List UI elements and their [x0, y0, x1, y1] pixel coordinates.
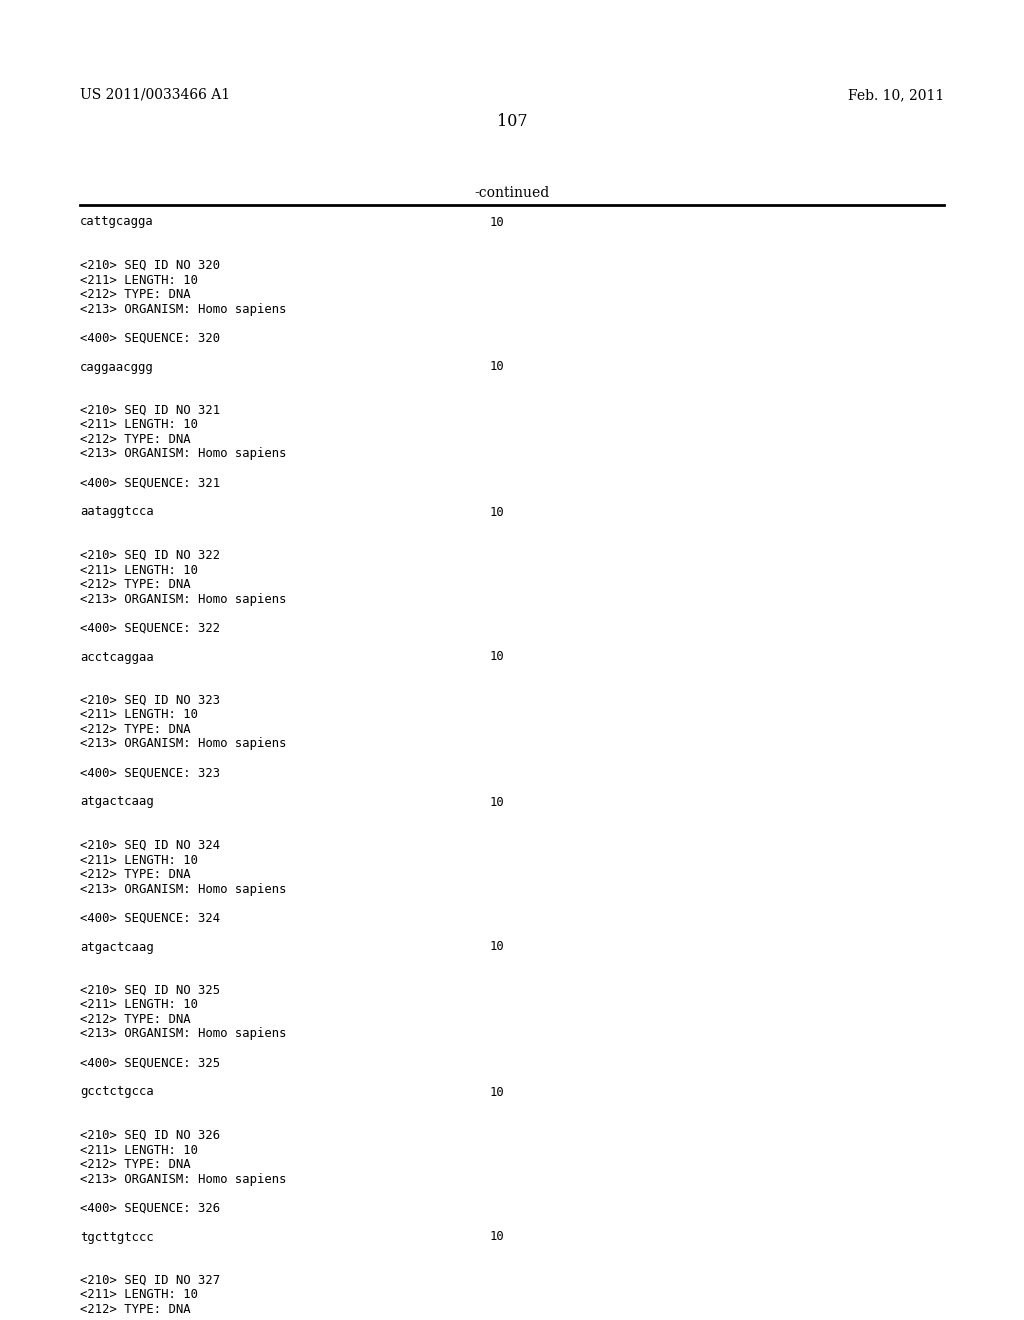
Text: <400> SEQUENCE: 321: <400> SEQUENCE: 321 [80, 477, 220, 490]
Text: caggaacggg: caggaacggg [80, 360, 154, 374]
Text: <212> TYPE: DNA: <212> TYPE: DNA [80, 433, 190, 446]
Text: <210> SEQ ID NO 323: <210> SEQ ID NO 323 [80, 694, 220, 708]
Text: 10: 10 [490, 360, 505, 374]
Text: <211> LENGTH: 10: <211> LENGTH: 10 [80, 998, 198, 1011]
Text: atgactcaag: atgactcaag [80, 796, 154, 808]
Text: <400> SEQUENCE: 326: <400> SEQUENCE: 326 [80, 1201, 220, 1214]
Text: <211> LENGTH: 10: <211> LENGTH: 10 [80, 1288, 198, 1302]
Text: 10: 10 [490, 940, 505, 953]
Text: <213> ORGANISM: Homo sapiens: <213> ORGANISM: Homo sapiens [80, 1027, 287, 1040]
Text: <212> TYPE: DNA: <212> TYPE: DNA [80, 1012, 190, 1026]
Text: aataggtcca: aataggtcca [80, 506, 154, 519]
Text: <400> SEQUENCE: 322: <400> SEQUENCE: 322 [80, 622, 220, 635]
Text: <212> TYPE: DNA: <212> TYPE: DNA [80, 869, 190, 880]
Text: <400> SEQUENCE: 324: <400> SEQUENCE: 324 [80, 912, 220, 924]
Text: <210> SEQ ID NO 326: <210> SEQ ID NO 326 [80, 1129, 220, 1142]
Text: 10: 10 [490, 651, 505, 664]
Text: <213> ORGANISM: Homo sapiens: <213> ORGANISM: Homo sapiens [80, 1172, 287, 1185]
Text: <213> ORGANISM: Homo sapiens: <213> ORGANISM: Homo sapiens [80, 883, 287, 895]
Text: <212> TYPE: DNA: <212> TYPE: DNA [80, 578, 190, 591]
Text: <212> TYPE: DNA: <212> TYPE: DNA [80, 723, 190, 737]
Text: acctcaggaa: acctcaggaa [80, 651, 154, 664]
Text: 10: 10 [490, 506, 505, 519]
Text: <210> SEQ ID NO 324: <210> SEQ ID NO 324 [80, 840, 220, 851]
Text: <210> SEQ ID NO 325: <210> SEQ ID NO 325 [80, 983, 220, 997]
Text: Feb. 10, 2011: Feb. 10, 2011 [848, 88, 944, 102]
Text: <400> SEQUENCE: 325: <400> SEQUENCE: 325 [80, 1056, 220, 1069]
Text: <400> SEQUENCE: 323: <400> SEQUENCE: 323 [80, 767, 220, 780]
Text: <213> ORGANISM: Homo sapiens: <213> ORGANISM: Homo sapiens [80, 593, 287, 606]
Text: <210> SEQ ID NO 322: <210> SEQ ID NO 322 [80, 549, 220, 562]
Text: <212> TYPE: DNA: <212> TYPE: DNA [80, 1303, 190, 1316]
Text: <211> LENGTH: 10: <211> LENGTH: 10 [80, 1143, 198, 1156]
Text: <211> LENGTH: 10: <211> LENGTH: 10 [80, 273, 198, 286]
Text: <212> TYPE: DNA: <212> TYPE: DNA [80, 1158, 190, 1171]
Text: 107: 107 [497, 114, 527, 131]
Text: <213> ORGANISM: Homo sapiens: <213> ORGANISM: Homo sapiens [80, 302, 287, 315]
Text: 10: 10 [490, 1230, 505, 1243]
Text: 10: 10 [490, 215, 505, 228]
Text: -continued: -continued [474, 186, 550, 201]
Text: <210> SEQ ID NO 320: <210> SEQ ID NO 320 [80, 259, 220, 272]
Text: atgactcaag: atgactcaag [80, 940, 154, 953]
Text: cattgcagga: cattgcagga [80, 215, 154, 228]
Text: US 2011/0033466 A1: US 2011/0033466 A1 [80, 88, 230, 102]
Text: 10: 10 [490, 796, 505, 808]
Text: <211> LENGTH: 10: <211> LENGTH: 10 [80, 418, 198, 432]
Text: <210> SEQ ID NO 327: <210> SEQ ID NO 327 [80, 1274, 220, 1287]
Text: <210> SEQ ID NO 321: <210> SEQ ID NO 321 [80, 404, 220, 417]
Text: <211> LENGTH: 10: <211> LENGTH: 10 [80, 564, 198, 577]
Text: <211> LENGTH: 10: <211> LENGTH: 10 [80, 854, 198, 866]
Text: <400> SEQUENCE: 320: <400> SEQUENCE: 320 [80, 331, 220, 345]
Text: gcctctgcca: gcctctgcca [80, 1085, 154, 1098]
Text: <213> ORGANISM: Homo sapiens: <213> ORGANISM: Homo sapiens [80, 738, 287, 751]
Text: <212> TYPE: DNA: <212> TYPE: DNA [80, 288, 190, 301]
Text: <213> ORGANISM: Homo sapiens: <213> ORGANISM: Homo sapiens [80, 447, 287, 461]
Text: 10: 10 [490, 1085, 505, 1098]
Text: tgcttgtccc: tgcttgtccc [80, 1230, 154, 1243]
Text: <211> LENGTH: 10: <211> LENGTH: 10 [80, 709, 198, 722]
